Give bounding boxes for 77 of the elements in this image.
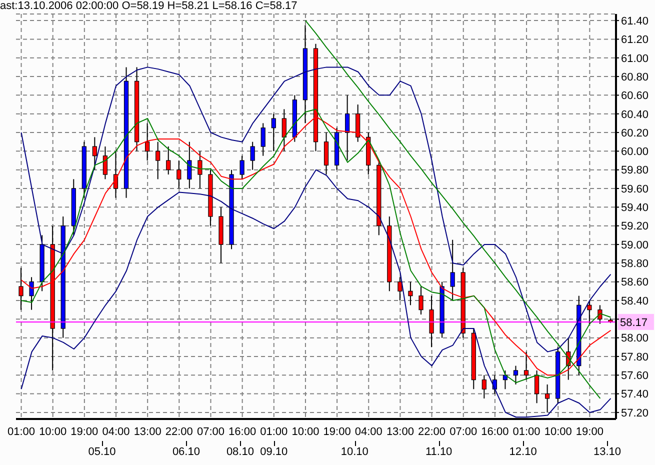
- x-tick-label: 10:00: [544, 426, 572, 438]
- x-tick-label: 13:00: [386, 426, 414, 438]
- y-tick-label: 59.80: [621, 164, 649, 177]
- y-tick-label: 61.20: [621, 34, 649, 46]
- x-tick-label: 19:00: [70, 426, 98, 438]
- text: 09.10: [259, 446, 289, 459]
- text: 11.10: [424, 446, 454, 459]
- y-tick-label: 58.40: [621, 295, 649, 308]
- candlestick: [598, 304, 602, 324]
- x-tick-label: 10:00: [39, 426, 67, 438]
- candlestick: [29, 276, 34, 310]
- x-tick-label: 01:00: [512, 426, 540, 438]
- candlestick: [324, 132, 329, 176]
- text: 13.10: [592, 446, 622, 459]
- line-series: [20, 66, 612, 352]
- x-tick-label: 19:00: [323, 426, 351, 438]
- candlestick: [271, 113, 276, 152]
- text: 08.10: [225, 446, 255, 459]
- y-tick-label: 57.80: [621, 351, 649, 364]
- x-tick-label: 16:00: [228, 426, 256, 438]
- x-tick-label: 07:00: [450, 426, 478, 438]
- x-tick-label: 01:00: [260, 426, 288, 438]
- candlestick: [187, 141, 192, 190]
- candlestick: [145, 122, 150, 162]
- candlestick: [429, 295, 434, 348]
- candlestick: [92, 136, 97, 170]
- candlestick: [260, 122, 266, 156]
- x-tick-label: 16:00: [481, 426, 509, 438]
- x-tick-label: 04:00: [102, 426, 130, 438]
- text: 05.10: [87, 446, 117, 459]
- y-tick-label: 57.40: [621, 388, 649, 401]
- candlestick: [450, 239, 455, 301]
- candlestick: [418, 286, 424, 315]
- chart-title: ast:13.10.2006 02:00:00 O=58.19 H=58.21 L=58.16 C=58.17: [0, 0, 298, 13]
- y-tick-label: 60.20: [621, 127, 649, 140]
- y-tick-label: 57.60: [621, 370, 649, 382]
- candlestick: [398, 276, 402, 301]
- line-series: [20, 169, 612, 418]
- candlestick: [240, 155, 244, 180]
- x-tick-label: 22:00: [418, 426, 446, 438]
- y-tick-label: 59.60: [621, 183, 649, 196]
- y-tick-label: 59.20: [621, 220, 649, 233]
- y-tick-label: 61.00: [621, 52, 649, 65]
- candlestick: [408, 281, 413, 306]
- y-tick-label: 60.00: [621, 146, 649, 158]
- y-tick-label: 58.80: [621, 258, 649, 270]
- y-tick-label: 61.40: [621, 15, 649, 28]
- y-tick-label: 57.20: [621, 407, 649, 420]
- candlestick: [102, 146, 108, 180]
- candlestick: [250, 141, 255, 170]
- candlestick: [513, 365, 518, 385]
- candlestick: [166, 146, 171, 176]
- x-tick-label: 19:00: [576, 426, 604, 438]
- candlestick: [176, 160, 182, 190]
- y-tick-label: 60.40: [621, 108, 649, 121]
- x-tick-label: 01:00: [8, 426, 36, 438]
- candlestick: [482, 374, 486, 399]
- y-tick-label: 58.60: [621, 276, 649, 289]
- y-tick-label: 60.60: [621, 90, 649, 102]
- candlestick: [198, 150, 202, 190]
- y-tick-label: 59.00: [621, 239, 649, 252]
- x-tick-label: 22:00: [165, 426, 193, 438]
- x-tick-label: 07:00: [196, 426, 224, 438]
- text: 12.10: [508, 446, 538, 459]
- candlestick: [156, 141, 160, 180]
- text: 06.10: [171, 446, 201, 459]
- x-tick-label: 04:00: [354, 426, 382, 438]
- candlestick: [587, 300, 592, 324]
- text: 10.10: [340, 446, 370, 459]
- y-tick-label: 59.40: [621, 202, 649, 214]
- x-tick-label: 10:00: [292, 426, 320, 438]
- y-tick-label: 58.00: [621, 332, 649, 345]
- y-tick-label: 60.80: [621, 71, 649, 84]
- candlestick: [345, 94, 350, 162]
- candlestick: [545, 384, 550, 413]
- ref-line-label: 58.17: [620, 316, 648, 329]
- x-tick-label: 13:00: [134, 426, 162, 438]
